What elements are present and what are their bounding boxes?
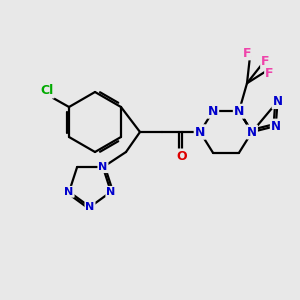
Text: N: N xyxy=(85,202,94,212)
Text: O: O xyxy=(177,149,187,163)
Text: Cl: Cl xyxy=(40,85,54,98)
Text: N: N xyxy=(106,187,116,197)
Text: N: N xyxy=(247,125,257,139)
Text: N: N xyxy=(64,187,74,197)
Text: N: N xyxy=(271,120,281,133)
Text: N: N xyxy=(272,95,283,108)
Text: F: F xyxy=(243,47,251,60)
Text: F: F xyxy=(261,55,269,68)
Text: N: N xyxy=(195,125,205,139)
Text: N: N xyxy=(208,105,218,118)
Text: F: F xyxy=(265,67,273,80)
Text: N: N xyxy=(234,105,244,118)
Text: N: N xyxy=(195,125,205,139)
Text: N: N xyxy=(98,162,108,172)
